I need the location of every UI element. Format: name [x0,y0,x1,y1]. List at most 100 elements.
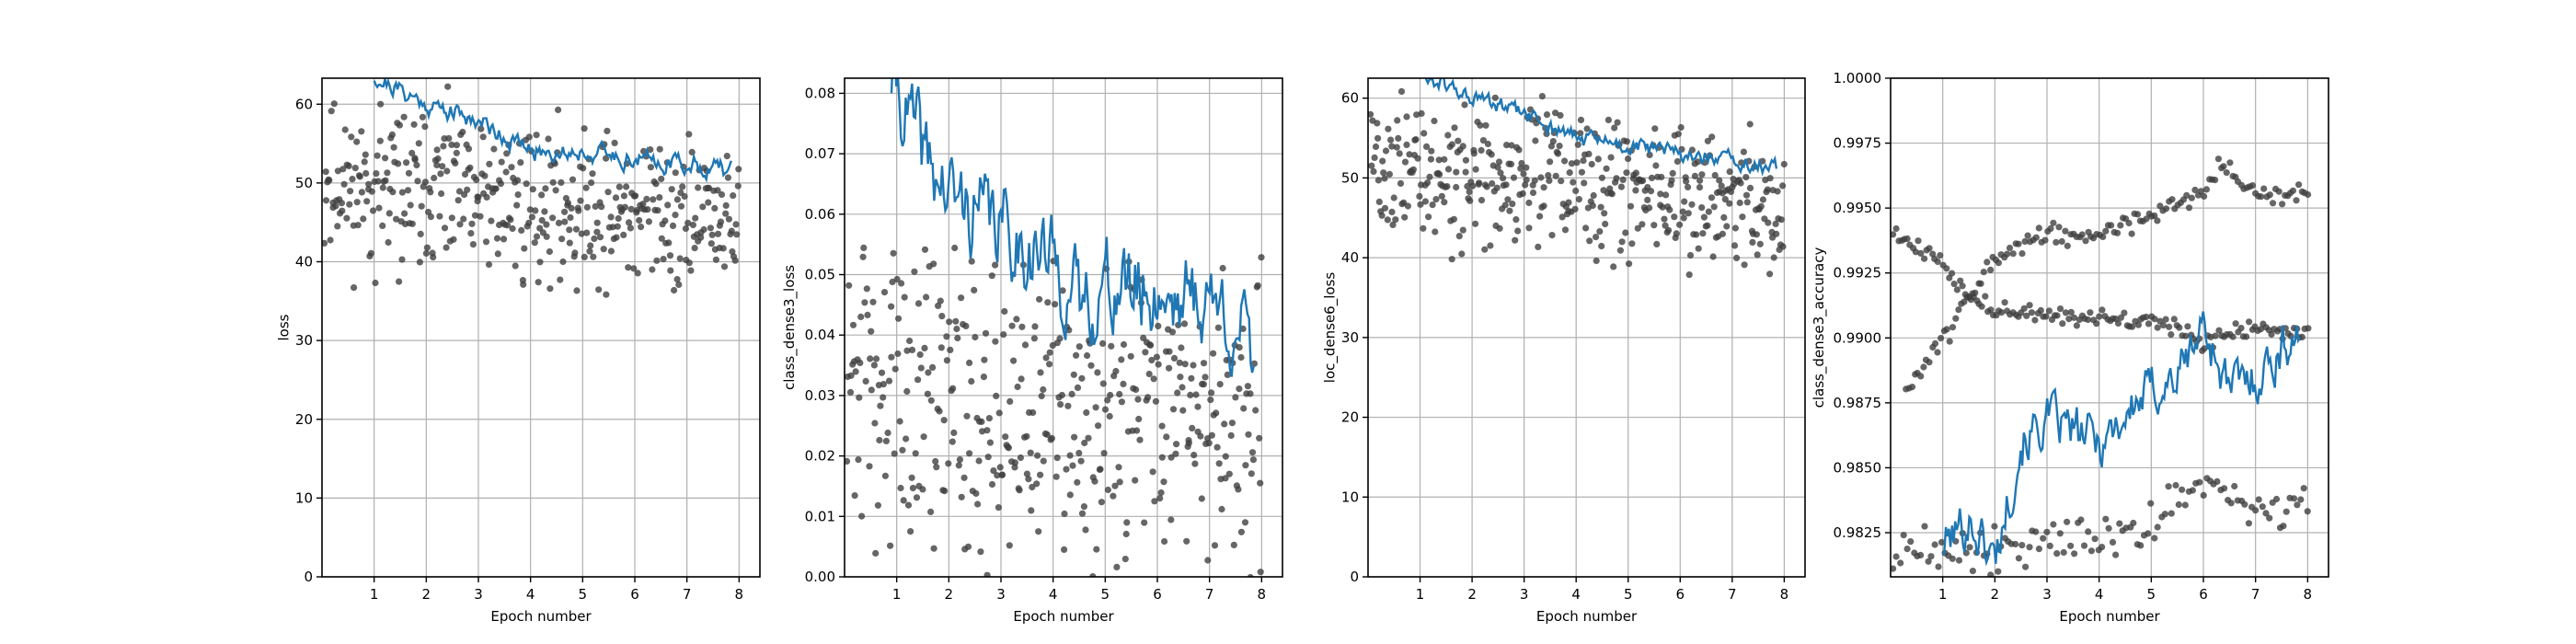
scatter-point [1716,177,1723,184]
x-tick-label: 6 [630,586,639,603]
scatter-point [582,184,590,191]
scatter-point [935,302,942,309]
scatter-point [1746,121,1754,128]
scatter-point [668,186,675,193]
scatter-point [494,250,501,258]
scatter-point [2062,309,2069,316]
scatter-point [1403,141,1410,148]
scatter-point [898,280,905,287]
scatter-point [1436,171,1443,178]
y-tick-label: 0.9975 [1834,135,1882,152]
scatter-point [1252,407,1259,414]
scatter-point [855,456,862,464]
scatter-point [2280,523,2287,530]
scatter-point [1759,196,1766,203]
scatter-point [338,200,345,207]
scatter-point [1073,351,1080,359]
y-tick-label: 0.9950 [1834,200,1882,216]
scatter-point [2006,244,2014,252]
scatter-point [1221,420,1228,428]
scatter-point [583,203,592,211]
scatter-point [1197,432,1204,440]
scatter-point [581,125,588,132]
scatter-point [1116,390,1123,398]
scatter-point [575,207,582,214]
scatter-point [1665,226,1673,234]
scatter-point [1123,519,1131,526]
scatter-point [1401,158,1409,166]
scatter-point [956,456,963,464]
scatter-point [1409,166,1417,173]
scatter-point [1230,541,1237,549]
scatter-point [2112,551,2120,558]
scatter-point [870,362,879,369]
scatter-point [908,346,916,353]
scatter-point [436,213,443,220]
scatter-point [1021,341,1029,349]
scatter-point [1680,214,1687,222]
scatter-point [1774,188,1781,195]
scatter-point [2015,555,2022,562]
scatter-point [1210,350,1217,357]
scatter-point [1100,450,1108,457]
scatter-point [2289,187,2296,194]
scatter-point [2243,333,2250,340]
scatter-point [372,279,379,287]
scatter-point [718,190,726,199]
y-tick-label: 0.05 [805,267,835,283]
scatter-point [2259,503,2266,511]
scatter-point [2223,169,2230,177]
scatter-point [1900,532,1907,539]
scatter-point [2109,538,2117,546]
scatter-point [707,224,715,232]
scatter-point [396,278,403,285]
scatter-point [1155,322,1162,329]
scatter-point [1982,293,1989,300]
scatter-point [561,218,569,225]
scatter-point [1980,269,1987,276]
scatter-point [509,224,516,233]
scatter-point [2130,519,2137,527]
scatter-point [1002,433,1009,441]
scatter-point [404,187,412,194]
scatter-point [2020,305,2028,312]
scatter-point [947,346,954,353]
scatter-point [1158,422,1166,430]
scatter-point [1512,216,1520,224]
scatter-point [672,212,679,219]
scatter-point [888,303,895,310]
scatter-point [1943,265,1950,272]
scatter-point [1078,374,1086,382]
scatter-point [1581,179,1588,187]
scatter-point [921,246,929,253]
scatter-point [992,338,999,345]
scatter-point [1574,141,1581,148]
scatter-point [1540,202,1547,210]
scatter-point [1507,160,1515,167]
scatter-point [958,294,965,302]
y-tick-label: 40 [1341,249,1359,266]
scatter-point [1991,523,1998,530]
scatter-point [1677,123,1685,132]
scatter-point [2099,306,2106,314]
scatter-point [958,493,965,500]
scatter-point [2058,237,2065,246]
scatter-point [2117,314,2124,321]
scatter-point [2040,535,2047,542]
scatter-point [2067,542,2075,549]
scatter-point [1673,230,1680,237]
scatter-point [2099,233,2107,240]
scatter-point [1113,563,1121,571]
scatter-point [2035,224,2042,232]
scatter-point [1540,184,1547,191]
scatter-point [1685,210,1692,217]
scatter-point [2028,309,2035,316]
scatter-point [1736,199,1743,207]
scatter-point [1070,371,1077,378]
scatter-point [1934,258,1941,266]
scatter-point [1135,415,1143,423]
scatter-point [1133,385,1140,394]
scatter-point [1891,565,1897,572]
x-tick-label: 4 [526,586,535,603]
scatter-point [1966,544,1973,551]
